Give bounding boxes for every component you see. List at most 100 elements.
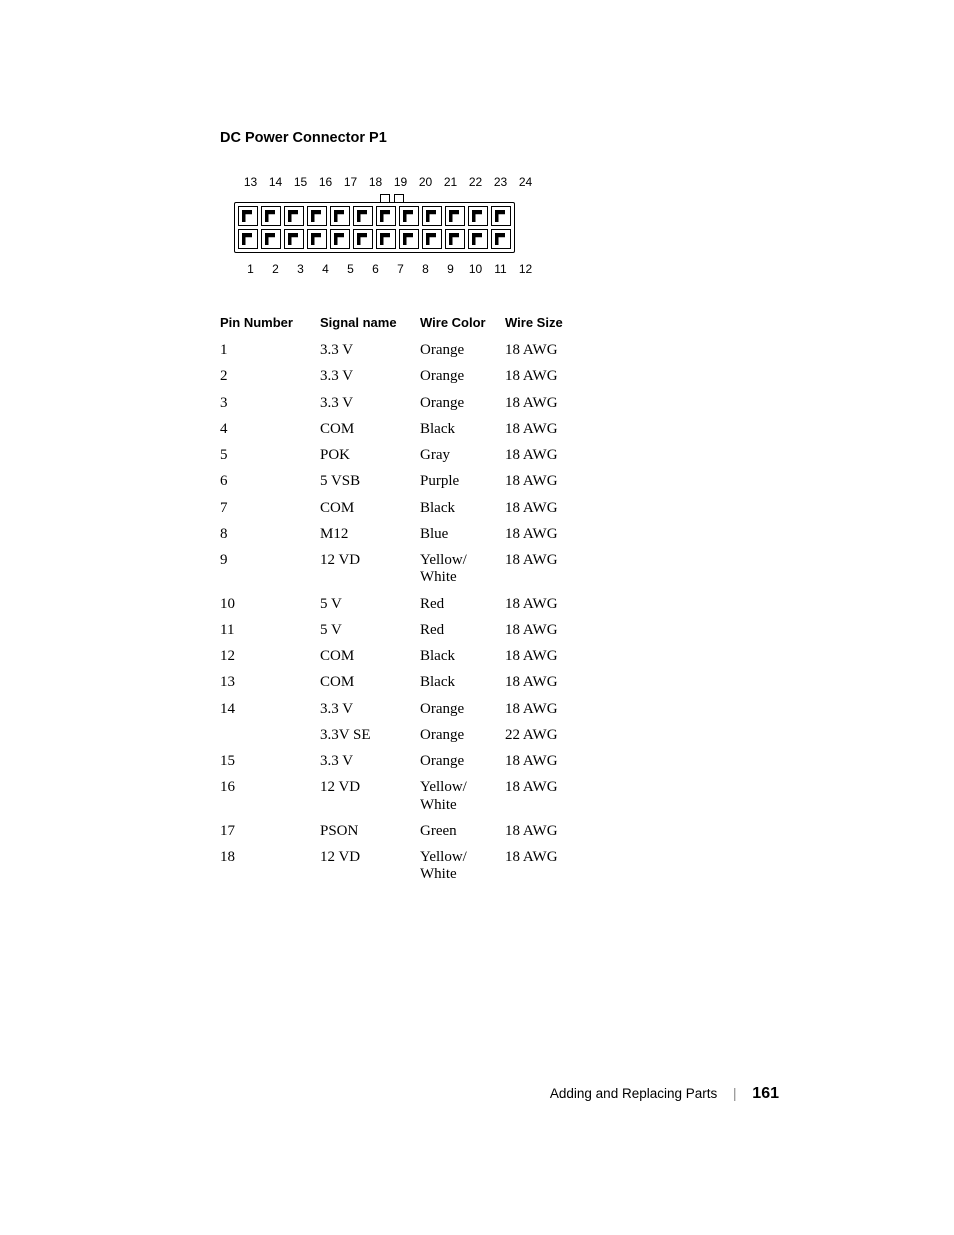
cell-signal: 12 VD xyxy=(320,849,420,884)
cell-signal: 3.3 V xyxy=(320,753,420,770)
cell-color: Yellow/ White xyxy=(420,552,505,587)
cell-signal: COM xyxy=(320,648,420,665)
cell-pin: 16 xyxy=(220,779,320,814)
cell-pin: 13 xyxy=(220,674,320,691)
th-color: Wire Color xyxy=(420,315,505,330)
connector-pin xyxy=(284,206,304,226)
connector-label: 5 xyxy=(338,263,363,275)
table-row: 13.3 VOrange18 AWG xyxy=(220,342,754,359)
connector-pin xyxy=(330,206,350,226)
cell-pin: 14 xyxy=(220,701,320,718)
cell-signal: 5 V xyxy=(320,622,420,639)
cell-pin: 10 xyxy=(220,596,320,613)
connector-label: 3 xyxy=(288,263,313,275)
cell-signal: PSON xyxy=(320,823,420,840)
table-row: 7COMBlack18 AWG xyxy=(220,500,754,517)
footer-page-number: 161 xyxy=(752,1085,779,1102)
page-footer: Adding and Replacing Parts | 161 xyxy=(550,1085,779,1103)
cell-size: 18 AWG xyxy=(505,674,585,691)
th-size: Wire Size xyxy=(505,315,585,330)
cell-pin: 18 xyxy=(220,849,320,884)
connector-label: 2 xyxy=(263,263,288,275)
table-header-row: Pin Number Signal name Wire Color Wire S… xyxy=(220,315,754,330)
connector-pin xyxy=(238,206,258,226)
cell-size: 18 AWG xyxy=(505,368,585,385)
connector-label: 16 xyxy=(313,176,338,188)
connector-label: 4 xyxy=(313,263,338,275)
connector-pin xyxy=(284,229,304,249)
cell-signal: 12 VD xyxy=(320,552,420,587)
cell-size: 22 AWG xyxy=(505,727,585,744)
connector-label: 19 xyxy=(388,176,413,188)
connector-label: 12 xyxy=(513,263,538,275)
cell-color: Orange xyxy=(420,701,505,718)
cell-color: Purple xyxy=(420,473,505,490)
cell-pin: 8 xyxy=(220,526,320,543)
cell-color: Orange xyxy=(420,395,505,412)
cell-color: Orange xyxy=(420,342,505,359)
cell-signal: 3.3 V xyxy=(320,342,420,359)
connector-label: 23 xyxy=(488,176,513,188)
cell-color: Black xyxy=(420,648,505,665)
cell-signal: 3.3 V xyxy=(320,395,420,412)
connector-label: 13 xyxy=(238,176,263,188)
cell-signal: POK xyxy=(320,447,420,464)
connector-label: 8 xyxy=(413,263,438,275)
connector-pin xyxy=(307,206,327,226)
connector-pin xyxy=(353,229,373,249)
cell-size: 18 AWG xyxy=(505,395,585,412)
table-row: 12COMBlack18 AWG xyxy=(220,648,754,665)
cell-pin: 5 xyxy=(220,447,320,464)
th-signal: Signal name xyxy=(320,315,420,330)
table-row: 912 VDYellow/ White18 AWG xyxy=(220,552,754,587)
cell-size: 18 AWG xyxy=(505,779,585,814)
connector-pin xyxy=(376,229,396,249)
cell-pin: 17 xyxy=(220,823,320,840)
table-body: 13.3 VOrange18 AWG23.3 VOrange18 AWG33.3… xyxy=(220,342,754,884)
cell-size: 18 AWG xyxy=(505,447,585,464)
connector-top-labels: 131415161718192021222324 xyxy=(238,176,538,188)
connector-body xyxy=(234,202,515,253)
cell-signal: 3.3V SE xyxy=(320,727,420,744)
connector-pin xyxy=(468,206,488,226)
th-pin: Pin Number xyxy=(220,315,320,330)
connector-pin xyxy=(422,206,442,226)
cell-color: Blue xyxy=(420,526,505,543)
connector-pin xyxy=(261,229,281,249)
cell-signal: 5 V xyxy=(320,596,420,613)
cell-signal: COM xyxy=(320,421,420,438)
cell-color: Black xyxy=(420,674,505,691)
page: DC Power Connector P1 131415161718192021… xyxy=(0,0,954,1235)
connector-label: 7 xyxy=(388,263,413,275)
cell-pin: 4 xyxy=(220,421,320,438)
connector-label: 22 xyxy=(463,176,488,188)
cell-color: Gray xyxy=(420,447,505,464)
connector-pin xyxy=(445,206,465,226)
connector-pin xyxy=(491,229,511,249)
cell-pin xyxy=(220,727,320,744)
table-row: 153.3 VOrange18 AWG xyxy=(220,753,754,770)
cell-size: 18 AWG xyxy=(505,823,585,840)
cell-color: Black xyxy=(420,500,505,517)
cell-pin: 7 xyxy=(220,500,320,517)
cell-pin: 9 xyxy=(220,552,320,587)
connector-label: 21 xyxy=(438,176,463,188)
cell-size: 18 AWG xyxy=(505,421,585,438)
connector-pin xyxy=(238,229,258,249)
cell-size: 18 AWG xyxy=(505,342,585,359)
cell-color: Yellow/ White xyxy=(420,849,505,884)
connector-pin xyxy=(468,229,488,249)
connector-pin xyxy=(422,229,442,249)
connector-label: 15 xyxy=(288,176,313,188)
cell-pin: 3 xyxy=(220,395,320,412)
connector-label: 10 xyxy=(463,263,488,275)
cell-pin: 2 xyxy=(220,368,320,385)
cell-size: 18 AWG xyxy=(505,701,585,718)
connector-label: 18 xyxy=(363,176,388,188)
table-row: 33.3 VOrange18 AWG xyxy=(220,395,754,412)
table-row: 8M12Blue18 AWG xyxy=(220,526,754,543)
cell-size: 18 AWG xyxy=(505,473,585,490)
cell-pin: 6 xyxy=(220,473,320,490)
cell-size: 18 AWG xyxy=(505,526,585,543)
cell-signal: COM xyxy=(320,674,420,691)
